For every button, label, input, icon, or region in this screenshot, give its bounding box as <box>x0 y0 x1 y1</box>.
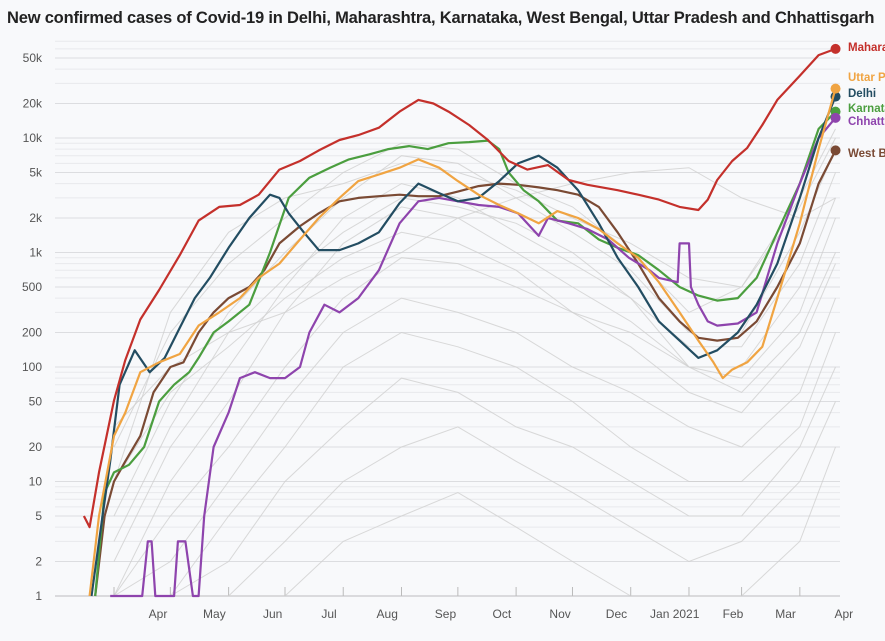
background-series-line <box>113 257 836 597</box>
series-line-maharashtra <box>82 47 836 529</box>
y-tick-label: 5k <box>29 165 43 179</box>
series-label: Maharashtra <box>848 42 885 54</box>
y-tick-label: 500 <box>22 280 42 294</box>
y-tick-label: 200 <box>22 326 42 340</box>
x-tick-label: Dec <box>606 607 627 621</box>
series-line-karnataka <box>94 110 837 597</box>
y-tick-label: 1k <box>29 246 43 260</box>
series-end-dot <box>830 145 841 156</box>
background-series-line <box>113 231 836 482</box>
series-line-chhattisgarh <box>110 117 837 598</box>
series-label: Chhattisgarh <box>848 116 885 128</box>
x-tick-label: Sep <box>435 607 457 621</box>
background-series-line <box>114 401 836 597</box>
y-tick-label: 20 <box>29 440 43 454</box>
x-tick-label: Feb <box>723 607 744 621</box>
x-tick-label: Jul <box>321 607 336 621</box>
y-tick-label: 20k <box>23 97 43 111</box>
x-tick-label: Jan 2021 <box>650 607 700 621</box>
series-end-dot <box>830 112 841 123</box>
chart-title: New confirmed cases of Covid-19 in Delhi… <box>7 9 875 27</box>
series-label: Delhi <box>848 88 876 100</box>
x-tick-label: Apr <box>149 607 168 621</box>
background-series-line <box>114 446 836 597</box>
y-tick-label: 5 <box>35 509 42 523</box>
series-line-west-bengal <box>94 149 837 597</box>
y-tick-label: 50 <box>29 394 43 408</box>
series-line-delhi <box>90 96 837 597</box>
x-tick-label: Nov <box>549 607 570 621</box>
series-label: West Bengal <box>848 148 885 160</box>
background-series-line <box>113 137 836 482</box>
series-line-uttar-pradesh <box>88 88 837 597</box>
y-tick-label: 1 <box>35 589 42 603</box>
x-tick-label: Apr <box>834 607 853 621</box>
y-tick-label: 100 <box>22 360 42 374</box>
series-label: Karnataka <box>848 103 885 115</box>
background-series-line <box>113 197 836 542</box>
x-tick-label: Oct <box>493 607 512 621</box>
background-series-line <box>113 148 836 517</box>
background-series-line <box>113 128 836 448</box>
y-tick-label: 10 <box>29 475 43 489</box>
background-series-line <box>114 331 836 597</box>
series-end-dot <box>830 43 841 54</box>
x-tick-label: Mar <box>775 607 796 621</box>
y-tick-label: 10k <box>23 131 43 145</box>
background-series-line <box>114 366 836 597</box>
x-tick-label: Aug <box>377 607 398 621</box>
series-end-dot <box>830 83 841 94</box>
background-series-line <box>113 297 836 597</box>
y-tick-label: 50k <box>23 51 43 65</box>
background-series-line <box>113 167 836 428</box>
series-label: Uttar Pradesh <box>848 72 885 84</box>
y-tick-label: 2 <box>35 555 42 569</box>
y-tick-label: 2k <box>29 211 43 225</box>
x-tick-label: May <box>203 607 226 621</box>
x-tick-label: Jun <box>263 607 282 621</box>
